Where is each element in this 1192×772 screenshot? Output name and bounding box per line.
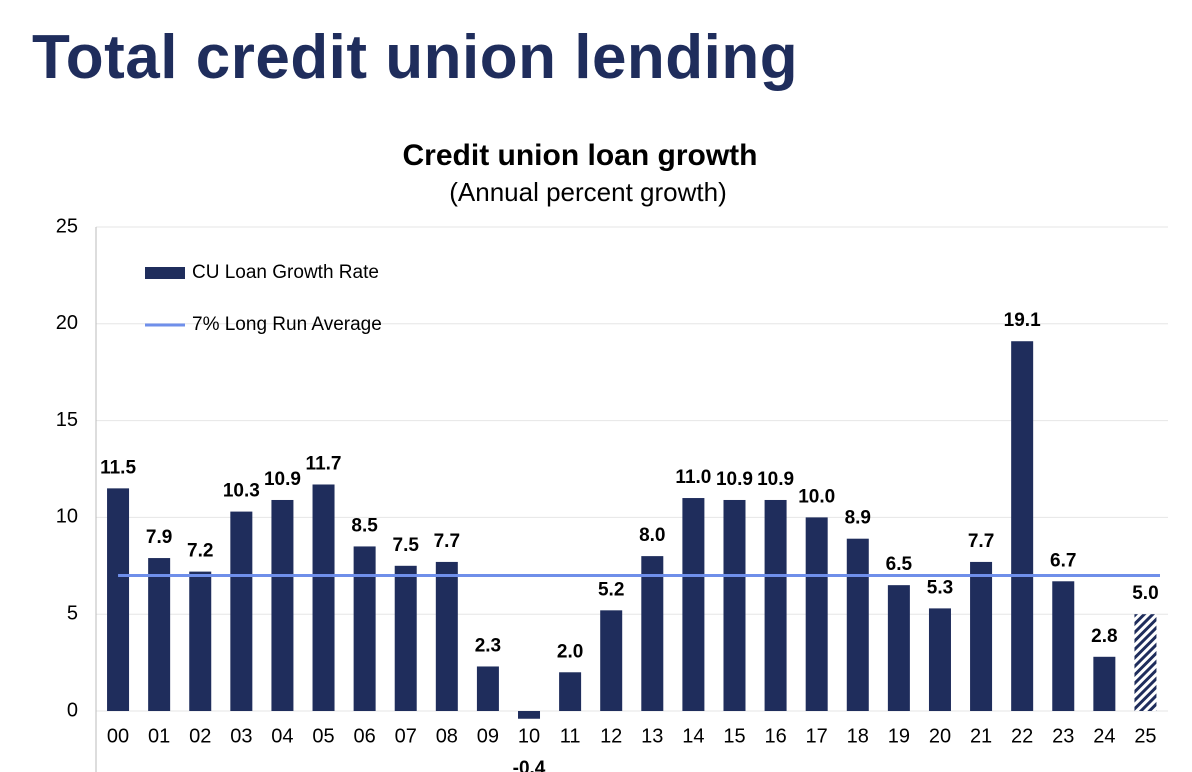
data-label: 8.0 — [639, 525, 665, 546]
x-tick-label: 07 — [395, 725, 417, 747]
bar — [518, 711, 541, 719]
data-label: 7.2 — [187, 541, 213, 562]
y-tick-label: 10 — [56, 506, 78, 528]
data-label: -0.4 — [513, 758, 546, 772]
page-title: Total credit union lending — [32, 23, 799, 92]
data-label: 5.0 — [1132, 583, 1158, 604]
x-tick-label: 10 — [518, 725, 540, 747]
data-label: 11.7 — [306, 454, 342, 475]
bar — [682, 498, 705, 711]
x-tick-label: 05 — [312, 725, 334, 747]
x-tick-label: 23 — [1052, 725, 1074, 747]
x-tick-label: 00 — [107, 725, 129, 747]
bar — [928, 608, 951, 711]
bar — [641, 556, 664, 711]
x-tick-label: 12 — [600, 725, 622, 747]
data-label: 10.9 — [264, 469, 301, 490]
data-label: 6.7 — [1050, 550, 1076, 571]
x-tick-label: 01 — [148, 725, 170, 747]
x-tick-label: 20 — [929, 725, 951, 747]
bar — [559, 672, 582, 711]
x-tick-label: 25 — [1134, 725, 1156, 747]
bar — [353, 546, 376, 711]
data-label: 5.3 — [927, 577, 953, 598]
data-label: 10.0 — [798, 486, 835, 507]
bar — [312, 484, 335, 711]
bar — [846, 538, 869, 711]
data-label: 7.7 — [968, 531, 994, 552]
x-tick-label: 09 — [477, 725, 499, 747]
data-label: 8.5 — [351, 515, 378, 536]
chart-subtitle: (Annual percent growth) — [449, 177, 726, 207]
x-tick-label: 08 — [436, 725, 458, 747]
data-label: 8.9 — [845, 508, 871, 529]
data-label: 2.8 — [1091, 626, 1117, 647]
bar — [107, 488, 130, 711]
bar — [1011, 341, 1034, 711]
data-label: 10.3 — [223, 481, 260, 502]
bar — [435, 561, 458, 711]
data-label: 7.7 — [434, 531, 460, 552]
data-label: 2.0 — [557, 641, 583, 662]
x-tick-label: 21 — [970, 725, 992, 747]
x-tick-label: 14 — [682, 725, 704, 747]
bar — [600, 610, 623, 711]
x-tick-label: 03 — [230, 725, 252, 747]
x-tick-label: 18 — [847, 725, 869, 747]
bar — [1052, 581, 1075, 711]
data-label: 19.1 — [1004, 310, 1041, 331]
bar — [148, 558, 171, 711]
data-label: 10.9 — [757, 469, 794, 490]
data-label: 7.5 — [393, 535, 420, 556]
y-tick-label: 20 — [56, 312, 78, 334]
bar — [1093, 656, 1116, 711]
x-tick-label: 02 — [189, 725, 211, 747]
legend-swatch — [145, 267, 185, 279]
x-tick-label: 13 — [641, 725, 663, 747]
bar — [970, 561, 993, 711]
data-label: 6.5 — [886, 554, 913, 575]
data-label: 11.0 — [675, 467, 711, 488]
y-tick-label: 25 — [56, 215, 78, 237]
bar — [1134, 614, 1157, 711]
bar — [476, 666, 499, 711]
bar — [887, 585, 910, 711]
x-tick-label: 22 — [1011, 725, 1033, 747]
bar — [189, 571, 212, 711]
bar — [723, 499, 746, 711]
data-label: 10.9 — [716, 469, 753, 490]
y-tick-label: 15 — [56, 409, 78, 431]
x-tick-label: 17 — [806, 725, 828, 747]
chart-title: Credit union loan growth — [403, 139, 758, 172]
bar — [271, 499, 294, 711]
x-tick-label: 15 — [723, 725, 745, 747]
y-tick-label: 5 — [67, 602, 78, 624]
x-tick-label: 04 — [271, 725, 293, 747]
bar — [805, 517, 828, 711]
legend-label: CU Loan Growth Rate — [192, 262, 379, 283]
legend-label: 7% Long Run Average — [192, 314, 382, 335]
data-label: 11.5 — [100, 457, 136, 478]
bar — [394, 565, 417, 711]
data-label: 7.9 — [146, 527, 172, 548]
data-label: 2.3 — [475, 635, 501, 656]
x-tick-label: 16 — [764, 725, 786, 747]
bar — [230, 511, 253, 711]
bar — [764, 499, 787, 711]
x-tick-label: 06 — [354, 725, 376, 747]
x-tick-label: 24 — [1093, 725, 1115, 747]
x-tick-label: 19 — [888, 725, 910, 747]
x-tick-label: 11 — [560, 725, 581, 747]
data-label: 5.2 — [598, 579, 624, 600]
y-tick-label: 0 — [67, 699, 78, 721]
